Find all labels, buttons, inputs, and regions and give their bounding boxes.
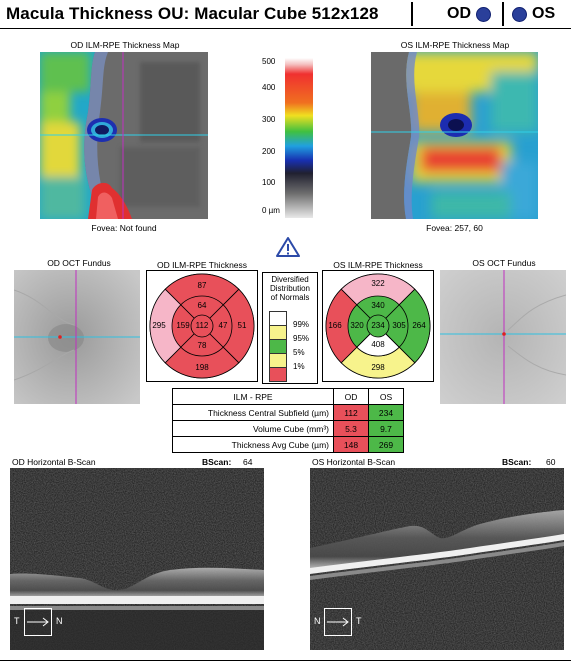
os-center-subfield: 234 bbox=[371, 321, 385, 330]
os-orientation-box bbox=[324, 608, 352, 636]
row-os-value: 269 bbox=[368, 436, 404, 453]
od-fovea-label: Fovea: Not found bbox=[91, 223, 157, 233]
od-etdrs-title: OD ILM-RPE Thickness bbox=[156, 260, 248, 270]
row-label: Volume Cube (mm³) bbox=[172, 420, 334, 437]
os-inner-temporal: 320 bbox=[350, 321, 364, 330]
warning-icon[interactable] bbox=[275, 236, 301, 258]
os-etdrs-grid[interactable]: 322 264 298 166 340 305 408 320 234 bbox=[322, 270, 434, 382]
row-od-value: 5.3 bbox=[333, 420, 369, 437]
od-dot-icon bbox=[476, 6, 491, 22]
scale-tick-500: 500 bbox=[262, 57, 276, 66]
normals-title-line-2: Distribution bbox=[269, 284, 310, 293]
thickness-color-scale bbox=[285, 58, 313, 218]
row-os-value: 234 bbox=[368, 404, 404, 421]
os-dot-icon bbox=[512, 6, 527, 22]
table-row: Volume Cube (mm³) 5.3 9.7 bbox=[172, 420, 404, 437]
ilm-rpe-summary-table: ILM - RPE OD OS Thickness Central Subfie… bbox=[172, 388, 404, 453]
od-horizontal-bscan[interactable]: T N bbox=[10, 468, 264, 650]
row-label: Thickness Central Subfield (µm) bbox=[172, 404, 334, 421]
od-eye-indicator[interactable]: OD bbox=[447, 3, 491, 25]
os-inner-inferior: 408 bbox=[371, 340, 385, 349]
od-inner-superior: 64 bbox=[197, 301, 207, 310]
od-orientation-left: T bbox=[14, 616, 20, 626]
os-bscan-title: OS Horizontal B-Scan bbox=[312, 457, 396, 467]
os-fovea-label: Fovea: 257, 60 bbox=[426, 223, 483, 233]
od-map-title: OD ILM-RPE Thickness Map bbox=[70, 40, 180, 50]
os-outer-temporal: 166 bbox=[328, 321, 342, 330]
od-bscan-number: 64 bbox=[243, 457, 253, 467]
normals-title: Diversified Distribution of Normals bbox=[263, 275, 317, 302]
os-outer-inferior: 298 bbox=[371, 363, 385, 372]
od-thickness-map[interactable] bbox=[40, 52, 208, 219]
os-inner-superior: 340 bbox=[371, 301, 385, 310]
od-orientation-right: N bbox=[56, 616, 63, 626]
od-center-subfield: 112 bbox=[195, 321, 209, 330]
od-bscan-title: OD Horizontal B-Scan bbox=[12, 457, 96, 467]
od-label: OD bbox=[447, 5, 471, 22]
os-thickness-map[interactable] bbox=[371, 52, 538, 219]
os-horizontal-bscan[interactable]: N T bbox=[310, 468, 564, 650]
od-outer-superior: 87 bbox=[197, 281, 207, 290]
os-etdrs-title: OS ILM-RPE Thickness bbox=[333, 260, 423, 270]
table-header-od: OD bbox=[333, 388, 369, 405]
table-header-row: ILM - RPE OD OS bbox=[172, 388, 404, 405]
table-header-os: OS bbox=[368, 388, 404, 405]
normals-title-line-1: Diversified bbox=[271, 275, 309, 284]
os-map-title: OS ILM-RPE Thickness Map bbox=[400, 40, 510, 50]
legend-swatch-borderline-low bbox=[269, 353, 287, 368]
legend-swatch-borderline-high bbox=[269, 325, 287, 340]
od-bscan-label: BScan: bbox=[202, 457, 232, 467]
od-etdrs-grid[interactable]: 87 51 198 295 64 47 78 159 112 bbox=[146, 270, 258, 382]
os-bscan-label: BScan: bbox=[502, 457, 532, 467]
os-eye-indicator[interactable]: OS bbox=[512, 3, 555, 25]
os-oct-fundus-image[interactable] bbox=[440, 270, 566, 404]
od-oct-fundus-image[interactable] bbox=[14, 270, 140, 404]
table-row: Thickness Central Subfield (µm) 112 234 bbox=[172, 404, 404, 421]
legend-level-1: 1% bbox=[293, 362, 305, 371]
row-label: Thickness Avg Cube (µm) bbox=[172, 436, 334, 453]
od-orientation-box bbox=[24, 608, 52, 636]
header-divider bbox=[411, 2, 413, 26]
scale-tick-200: 200 bbox=[262, 147, 276, 156]
od-fundus-title: OD OCT Fundus bbox=[47, 258, 111, 268]
legend-level-5: 5% bbox=[293, 348, 305, 357]
od-inner-temporal: 159 bbox=[176, 321, 190, 330]
row-os-value: 9.7 bbox=[368, 420, 404, 437]
os-outer-superior: 322 bbox=[371, 279, 385, 288]
legend-level-99: 99% bbox=[293, 320, 310, 329]
footer-rule bbox=[0, 660, 571, 661]
row-od-value: 112 bbox=[333, 404, 369, 421]
od-outer-inferior: 198 bbox=[195, 363, 209, 372]
scale-tick-400: 400 bbox=[262, 83, 276, 92]
os-inner-nasal: 305 bbox=[392, 321, 406, 330]
os-label: OS bbox=[532, 5, 556, 22]
od-outer-temporal: 295 bbox=[152, 321, 166, 330]
scale-tick-300: 300 bbox=[262, 115, 276, 124]
table-header-label: ILM - RPE bbox=[172, 388, 334, 405]
od-inner-nasal: 47 bbox=[218, 321, 228, 330]
os-orientation-left: N bbox=[314, 616, 321, 626]
page-title: Macula Thickness OU: Macular Cube 512x12… bbox=[6, 4, 379, 23]
od-outer-nasal: 51 bbox=[237, 321, 247, 330]
os-outer-nasal: 264 bbox=[412, 321, 426, 330]
scale-tick-0: 0 µm bbox=[262, 206, 280, 215]
os-orientation-right: T bbox=[356, 616, 362, 626]
legend-swatch-thin bbox=[269, 367, 287, 382]
row-od-value: 148 bbox=[333, 436, 369, 453]
legend-swatch-thick bbox=[269, 311, 287, 326]
od-inner-inferior: 78 bbox=[197, 341, 207, 350]
legend-swatch-normal bbox=[269, 339, 287, 354]
os-bscan-number: 60 bbox=[546, 457, 556, 467]
header-rule bbox=[0, 28, 571, 29]
table-row: Thickness Avg Cube (µm) 148 269 bbox=[172, 436, 404, 453]
normals-title-line-3: of Normals bbox=[270, 293, 310, 302]
legend-level-95: 95% bbox=[293, 334, 310, 343]
header-divider-2 bbox=[502, 2, 504, 26]
scale-tick-100: 100 bbox=[262, 178, 276, 187]
normals-legend: Diversified Distribution of Normals 99% … bbox=[262, 272, 318, 384]
os-fundus-title: OS OCT Fundus bbox=[472, 258, 536, 268]
